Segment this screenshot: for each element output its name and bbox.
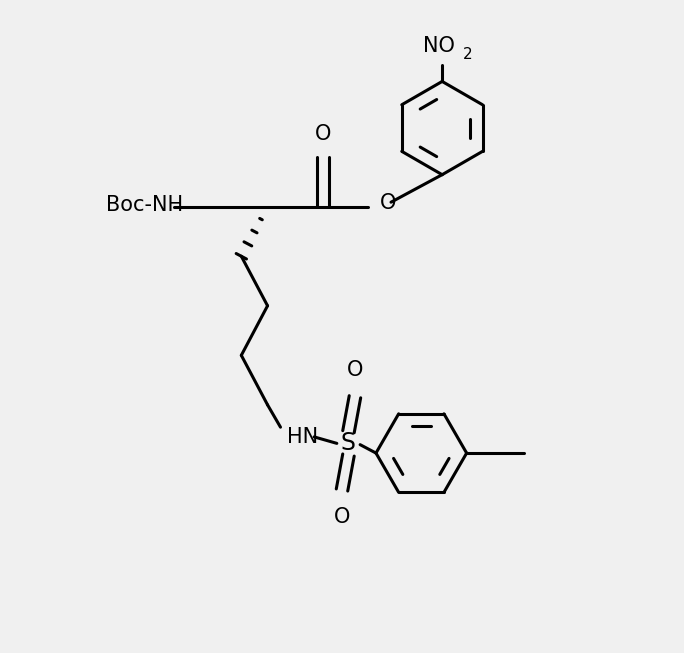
Text: HN: HN xyxy=(287,427,318,447)
Text: O: O xyxy=(334,507,350,527)
Text: O: O xyxy=(347,360,363,380)
Text: Boc-NH: Boc-NH xyxy=(106,195,183,215)
Text: S: S xyxy=(341,432,356,455)
Text: 2: 2 xyxy=(463,48,473,63)
Text: O: O xyxy=(315,124,331,144)
Text: NO: NO xyxy=(423,36,455,56)
Text: O: O xyxy=(380,193,397,213)
